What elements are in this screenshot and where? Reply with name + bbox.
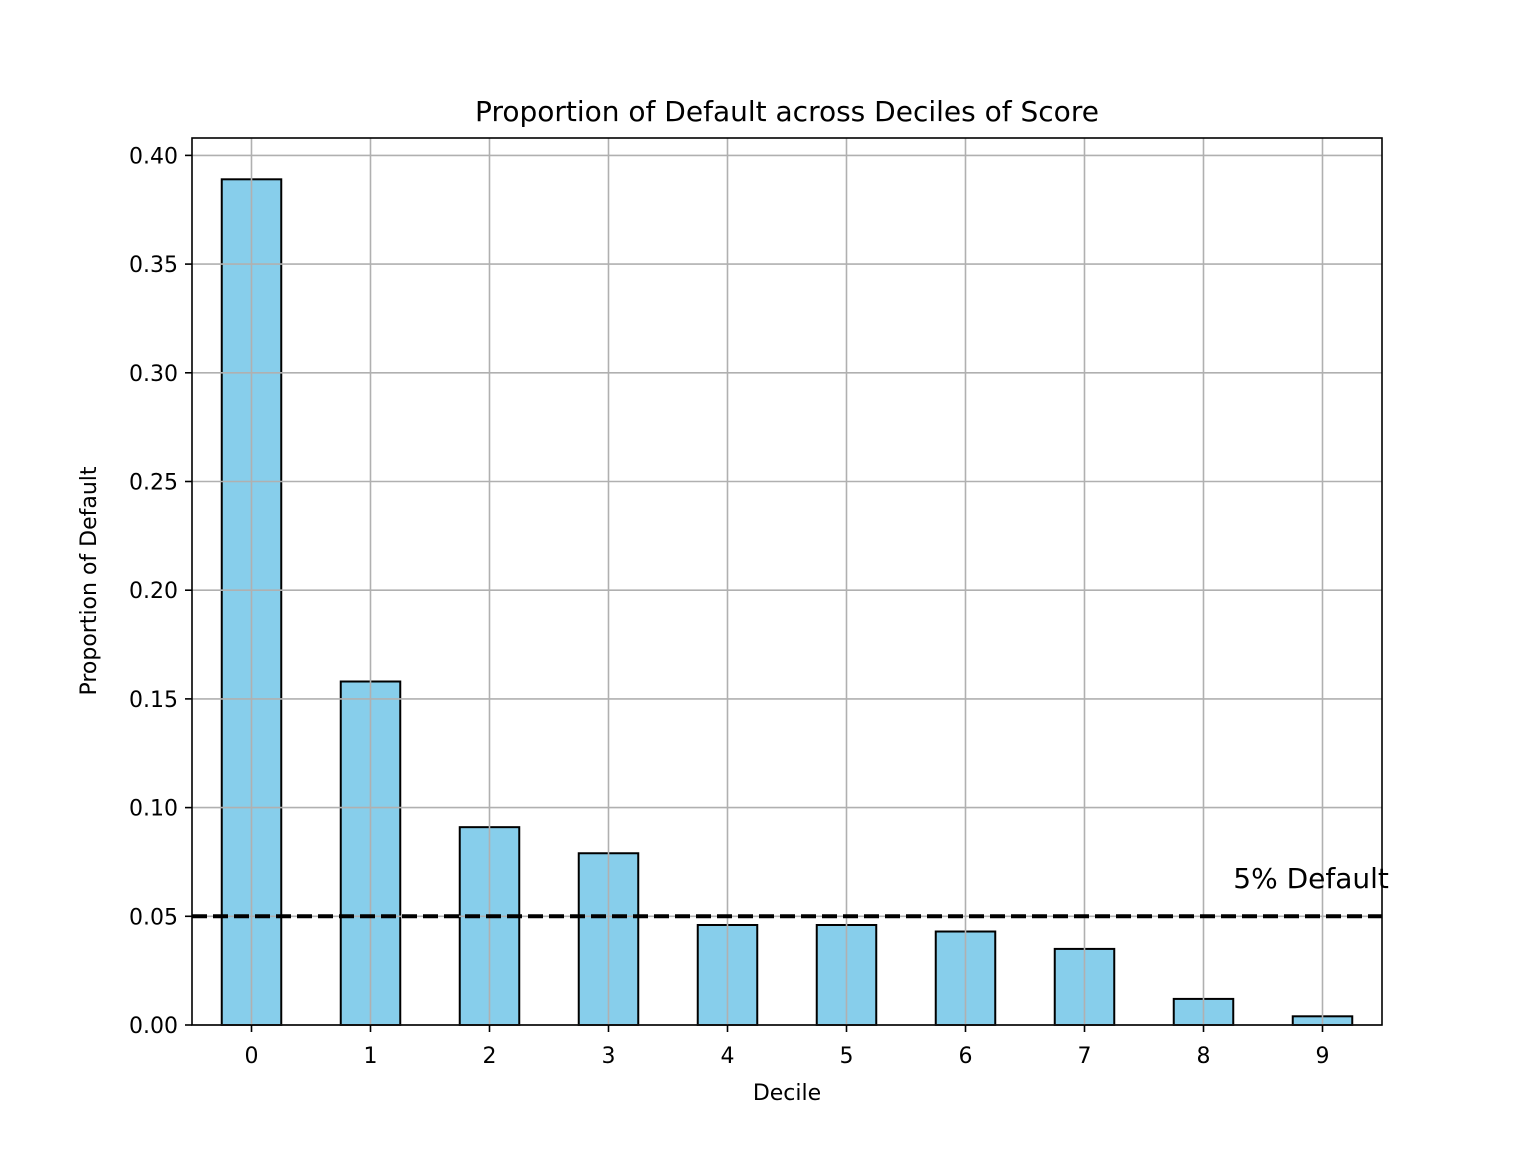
grid bbox=[192, 138, 1382, 1026]
y-tick-label-4: 0.20 bbox=[129, 579, 178, 604]
chart-title: Proportion of Default across Deciles of … bbox=[475, 95, 1099, 128]
y-axis-ticks: 0.00 0.05 0.10 0.15 0.20 0.25 0.30 0.35 0.40 bbox=[129, 144, 192, 1039]
plot-frame bbox=[191, 137, 1383, 1026]
y-tick-label-1: 0.05 bbox=[129, 905, 178, 930]
y-tick-label-0: 0.00 bbox=[129, 1014, 178, 1039]
y-tick-label-6: 0.30 bbox=[129, 362, 178, 387]
x-tick-label-3: 3 bbox=[602, 1044, 616, 1069]
x-tick-label-7: 7 bbox=[1078, 1044, 1092, 1069]
y-tick-label-7: 0.35 bbox=[129, 253, 178, 278]
annotation-5pct: 5% Default bbox=[1233, 862, 1389, 895]
x-tick-label-6: 6 bbox=[959, 1044, 973, 1069]
y-tick-label-2: 0.10 bbox=[129, 797, 178, 822]
y-tick-label-5: 0.25 bbox=[129, 470, 178, 495]
x-tick-label-1: 1 bbox=[364, 1044, 378, 1069]
y-tick-label-8: 0.40 bbox=[129, 144, 178, 169]
x-tick-label-5: 5 bbox=[840, 1044, 854, 1069]
x-tick-label-4: 4 bbox=[721, 1044, 735, 1069]
x-axis-ticks: 0 1 2 3 4 5 6 7 8 9 bbox=[245, 1025, 1330, 1069]
y-axis-label: Proportion of Default bbox=[77, 466, 102, 695]
x-tick-label-8: 8 bbox=[1197, 1044, 1211, 1069]
y-tick-label-3: 0.15 bbox=[129, 688, 178, 713]
x-axis-label: Decile bbox=[753, 1081, 821, 1106]
x-tick-label-9: 9 bbox=[1316, 1044, 1330, 1069]
x-tick-label-2: 2 bbox=[483, 1044, 497, 1069]
x-tick-label-0: 0 bbox=[245, 1044, 259, 1069]
